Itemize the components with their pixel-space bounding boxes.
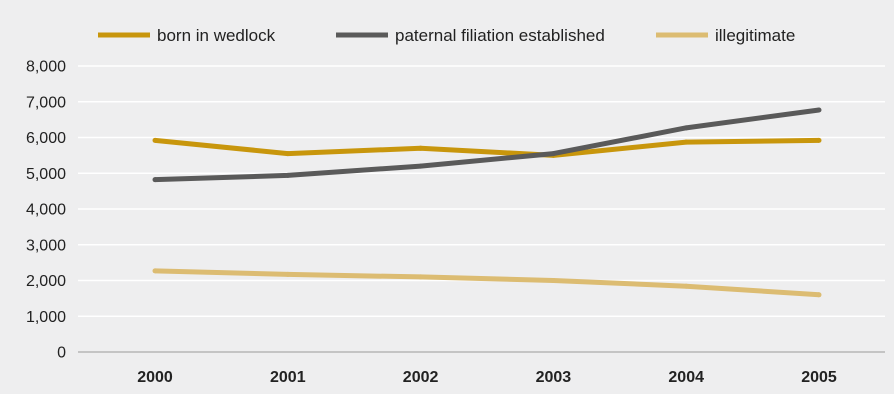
- data-point: [285, 271, 291, 277]
- data-point: [550, 278, 556, 283]
- x-tick-label: 2003: [536, 369, 572, 386]
- legend-label: illegitimate: [715, 26, 795, 45]
- data-point: [152, 177, 158, 183]
- y-tick-label: 1,000: [26, 309, 66, 326]
- data-point: [816, 137, 822, 143]
- x-tick-label: 2004: [668, 369, 704, 386]
- y-tick-label: 8,000: [26, 59, 66, 76]
- data-point: [683, 125, 689, 131]
- x-tick-label: 2002: [403, 369, 439, 386]
- data-point: [285, 172, 291, 178]
- axes: 0 1,000 2,000 3,000 4,000 5,000 6,000 7,000 8,00…: [26, 59, 837, 387]
- data-point: [816, 107, 822, 113]
- series-line-2: [154, 107, 820, 183]
- y-tick-label: 4,000: [26, 202, 66, 219]
- legend-label: paternal filiation established: [395, 26, 605, 45]
- y-tick-label: 7,000: [26, 94, 66, 111]
- data-point: [285, 151, 291, 157]
- data-point: [683, 139, 689, 145]
- data-point: [418, 163, 424, 169]
- x-tick-label: 2001: [270, 369, 306, 386]
- series-line-3: [154, 268, 820, 298]
- data-point: [152, 137, 158, 143]
- data-point: [683, 283, 689, 289]
- x-tick-label: 2005: [801, 369, 837, 386]
- series-line-1: [154, 137, 820, 158]
- data-point: [418, 274, 424, 280]
- y-tick-label: 0: [57, 345, 66, 362]
- legend: born in wedlock paternal filiation establ…: [98, 26, 795, 45]
- legend-label: born in wedlock: [157, 26, 276, 45]
- y-tick-label: 2,000: [26, 273, 66, 290]
- series-lines: [152, 107, 822, 298]
- grid: [78, 65, 885, 353]
- x-tick-label: 2000: [137, 369, 173, 386]
- data-point: [418, 145, 424, 151]
- y-tick-label: 3,000: [26, 237, 66, 254]
- y-tick-label: 5,000: [26, 166, 66, 183]
- data-point: [816, 292, 822, 298]
- data-point: [550, 151, 556, 157]
- data-point: [152, 268, 158, 274]
- y-tick-label: 6,000: [26, 130, 66, 147]
